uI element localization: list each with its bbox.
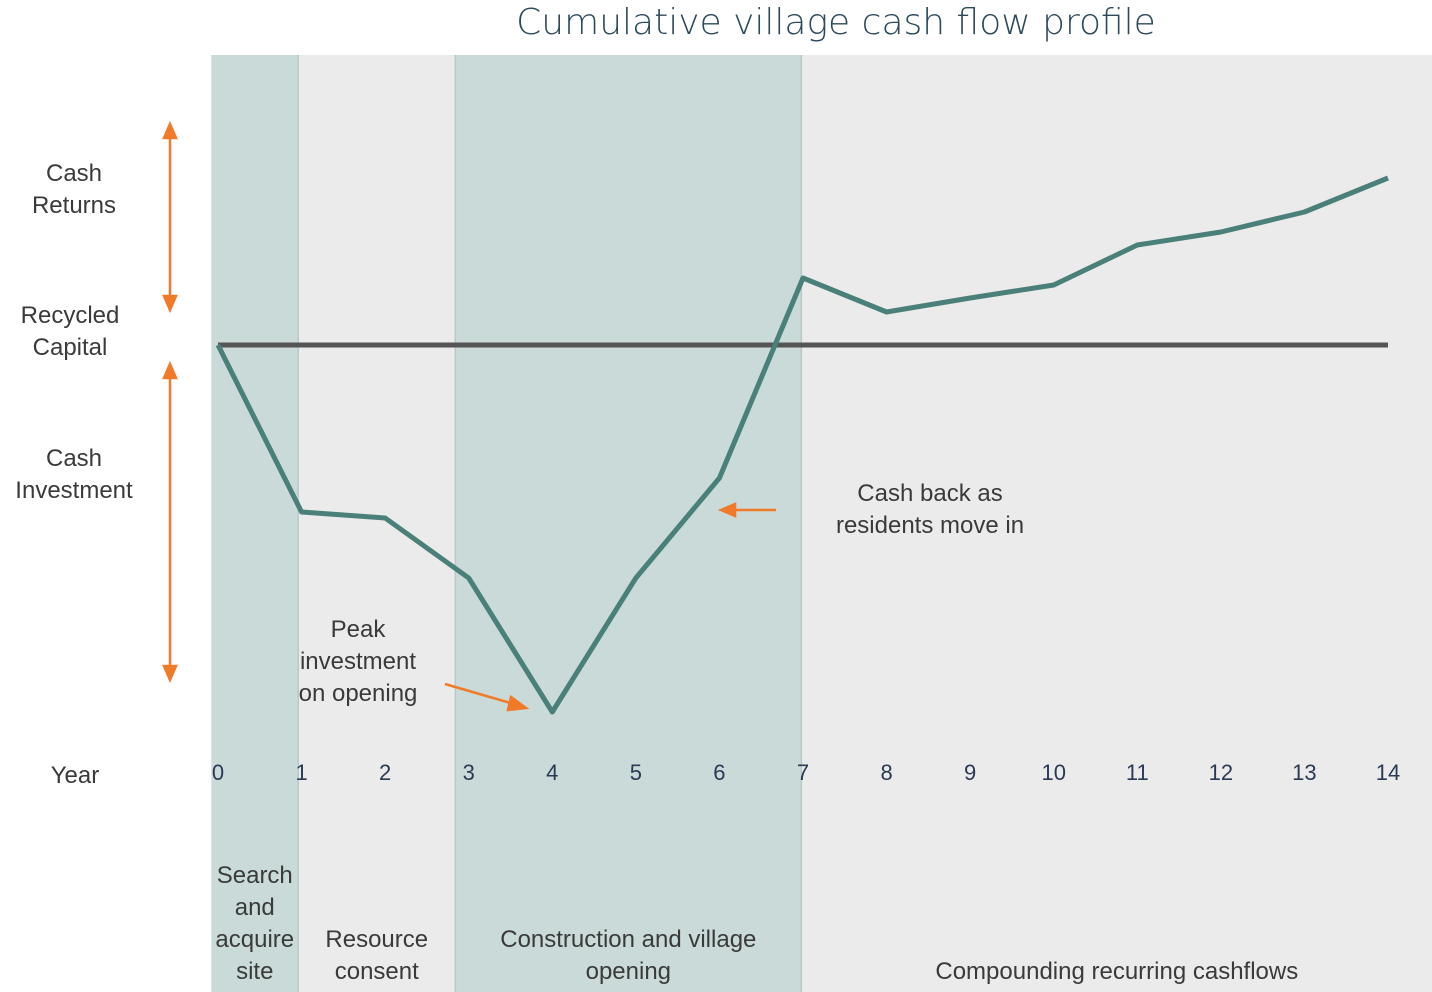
y-label: Cash Returns	[31, 160, 117, 219]
arrow-head	[162, 120, 178, 140]
x-tick-label: 11	[1126, 760, 1149, 785]
x-tick-label: 3	[463, 760, 475, 785]
arrow-head	[162, 664, 178, 684]
x-axis-label: Year	[50, 762, 100, 789]
arrow-head	[506, 694, 530, 712]
x-tick-label: 9	[964, 760, 976, 785]
phase-label: Construction and village opening	[500, 926, 757, 985]
x-tick-label: 14	[1376, 760, 1400, 785]
y-label: Cash Investment	[15, 445, 133, 504]
phase-label: Compounding recurring cashflows	[935, 958, 1299, 985]
x-tick-label: 2	[379, 760, 391, 785]
phase-band	[801, 55, 1432, 992]
x-tick-label: 10	[1041, 760, 1065, 785]
x-tick-label: 7	[797, 760, 809, 785]
y-label: Recycled Capital	[20, 302, 120, 361]
arrows	[162, 120, 776, 712]
data-line	[215, 175, 1389, 715]
x-tick-label: 6	[713, 760, 725, 785]
arrow-head	[717, 502, 737, 518]
phase-band	[211, 55, 299, 992]
x-tick-label: 5	[630, 760, 642, 785]
x-tick-label: 13	[1292, 760, 1316, 785]
chart-title: Cumulative village cash flow profile	[516, 2, 1156, 43]
arrow-head	[162, 360, 178, 380]
x-tick-label: 4	[546, 760, 558, 785]
phase-band	[455, 55, 802, 992]
x-tick-label: 0	[212, 760, 224, 785]
arrow	[444, 682, 515, 706]
phase-band	[298, 55, 456, 992]
phase-label: Resource consent	[325, 926, 429, 985]
annotation: Cash back as residents move in	[835, 480, 1025, 539]
phase-label: Search and acquire site	[215, 862, 295, 985]
x-tick-label: 1	[295, 760, 307, 785]
x-tick-label: 12	[1209, 760, 1233, 785]
x-tick-label: 8	[880, 760, 892, 785]
arrow-head	[162, 294, 178, 314]
annotation: Peak investment on opening	[298, 616, 418, 707]
